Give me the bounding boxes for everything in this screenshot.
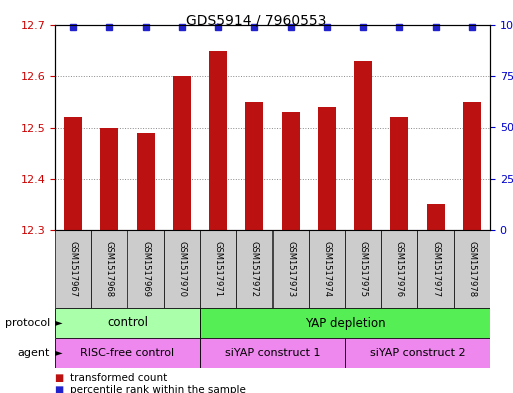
Bar bbox=[345, 230, 381, 308]
Bar bbox=[128, 230, 164, 308]
Bar bbox=[55, 308, 200, 338]
Bar bbox=[236, 230, 272, 308]
Text: GSM1517969: GSM1517969 bbox=[141, 241, 150, 297]
Bar bbox=[418, 230, 454, 308]
Bar bbox=[55, 230, 91, 308]
Bar bbox=[454, 230, 490, 308]
Bar bbox=[390, 117, 408, 230]
Text: protocol: protocol bbox=[5, 318, 50, 328]
Text: GSM1517978: GSM1517978 bbox=[467, 241, 477, 297]
Text: siYAP construct 2: siYAP construct 2 bbox=[370, 348, 465, 358]
Text: GSM1517974: GSM1517974 bbox=[322, 241, 331, 297]
Text: ■: ■ bbox=[55, 385, 67, 393]
Bar bbox=[209, 51, 227, 230]
Text: GSM1517976: GSM1517976 bbox=[395, 241, 404, 297]
Text: GSM1517971: GSM1517971 bbox=[213, 241, 223, 297]
Text: GSM1517968: GSM1517968 bbox=[105, 241, 114, 297]
Bar bbox=[427, 204, 445, 230]
Text: YAP depletion: YAP depletion bbox=[305, 316, 385, 329]
Bar bbox=[272, 230, 309, 308]
Bar bbox=[200, 338, 345, 368]
Text: ►: ► bbox=[52, 318, 63, 328]
Bar bbox=[164, 230, 200, 308]
Bar bbox=[354, 61, 372, 230]
Bar bbox=[101, 127, 119, 230]
Bar bbox=[282, 112, 300, 230]
Bar bbox=[200, 308, 490, 338]
Text: percentile rank within the sample: percentile rank within the sample bbox=[70, 385, 246, 393]
Text: GSM1517967: GSM1517967 bbox=[69, 241, 77, 297]
Text: GSM1517977: GSM1517977 bbox=[431, 241, 440, 297]
Text: GDS5914 / 7960553: GDS5914 / 7960553 bbox=[186, 14, 327, 28]
Bar bbox=[463, 102, 481, 230]
Text: GSM1517973: GSM1517973 bbox=[286, 241, 295, 297]
Bar bbox=[136, 132, 155, 230]
Bar bbox=[91, 230, 128, 308]
Bar bbox=[318, 107, 336, 230]
Text: transformed count: transformed count bbox=[70, 373, 168, 383]
Text: ►: ► bbox=[52, 348, 63, 358]
Text: siYAP construct 1: siYAP construct 1 bbox=[225, 348, 320, 358]
Text: RISC-free control: RISC-free control bbox=[81, 348, 174, 358]
Bar bbox=[173, 76, 191, 230]
Text: GSM1517972: GSM1517972 bbox=[250, 241, 259, 297]
Text: agent: agent bbox=[17, 348, 50, 358]
Bar bbox=[381, 230, 418, 308]
Bar bbox=[345, 338, 490, 368]
Text: GSM1517970: GSM1517970 bbox=[177, 241, 186, 297]
Bar bbox=[64, 117, 82, 230]
Bar bbox=[55, 338, 200, 368]
Bar bbox=[309, 230, 345, 308]
Text: GSM1517975: GSM1517975 bbox=[359, 241, 368, 297]
Bar bbox=[200, 230, 236, 308]
Bar bbox=[245, 102, 264, 230]
Text: ■: ■ bbox=[55, 373, 67, 383]
Text: control: control bbox=[107, 316, 148, 329]
